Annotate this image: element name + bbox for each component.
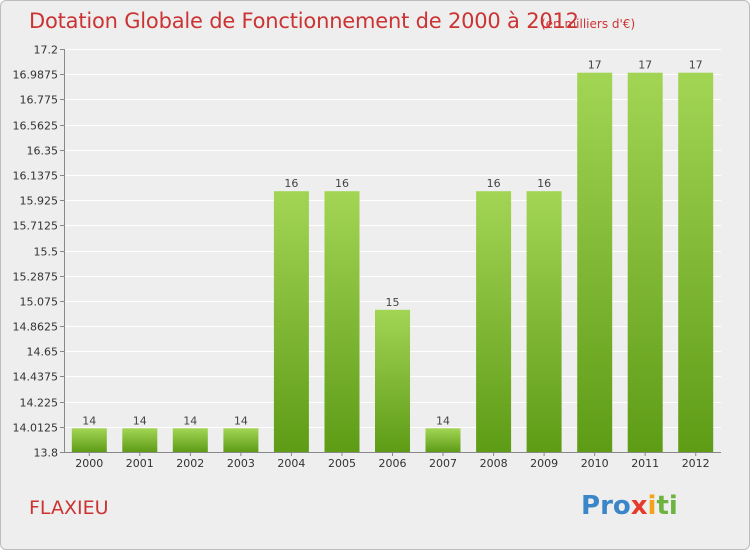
x-tick-label-2003: 2003 xyxy=(227,457,255,470)
bar-2006 xyxy=(375,309,410,452)
chart-subtitle: (en milliers d'€) xyxy=(541,17,636,31)
y-axis: 13.8 14.0125 14.225 14.4375 14.65 14.8625 15.0… xyxy=(13,44,65,460)
x-tick-label-2008: 2008 xyxy=(480,457,508,470)
y-tick-label: 16.35 xyxy=(27,145,59,158)
x-tick-label-2011: 2011 xyxy=(631,457,659,470)
y-tick-label: 15.075 xyxy=(20,296,59,309)
data-label-2011: 17 xyxy=(638,59,652,72)
y-tick-label: 14.4375 xyxy=(13,371,59,384)
data-label-2012: 17 xyxy=(689,59,703,72)
x-tick-label-2005: 2005 xyxy=(328,457,356,470)
data-label-2000: 14 xyxy=(82,414,96,427)
commune-name: FLAXIEU xyxy=(29,497,109,519)
x-tick-label-2004: 2004 xyxy=(277,457,305,470)
y-tick-label: 14.0125 xyxy=(13,422,59,435)
bar-2012 xyxy=(678,72,714,452)
data-label-2010: 17 xyxy=(588,59,602,72)
y-tick-label: 14.225 xyxy=(20,397,59,410)
data-labels: 14 14 14 14 16 16 15 14 16 16 17 17 17 xyxy=(82,59,702,428)
bar-2005 xyxy=(324,191,360,452)
y-tick-label: 13.8 xyxy=(34,447,59,460)
y-tick-label: 17.2 xyxy=(34,44,59,57)
x-tick-label-2000: 2000 xyxy=(75,457,103,470)
x-axis: 2000 2001 2002 2003 2004 2005 2006 2007 2008 2009… xyxy=(64,452,721,470)
y-tick-label: 15.5 xyxy=(34,246,59,259)
x-tick-label-2001: 2001 xyxy=(126,457,154,470)
data-label-2008: 16 xyxy=(487,177,501,190)
y-tick-label: 14.65 xyxy=(27,346,59,359)
x-tick-label-2009: 2009 xyxy=(530,457,558,470)
bar-2003 xyxy=(223,428,259,452)
bar-2011 xyxy=(627,72,663,452)
y-tick-label: 15.925 xyxy=(20,195,59,208)
y-tick-label: 16.5625 xyxy=(13,120,59,133)
bars xyxy=(71,72,714,452)
bar-2007 xyxy=(425,428,461,452)
data-label-2006: 15 xyxy=(386,296,400,309)
y-tick-label: 15.2875 xyxy=(13,271,59,284)
proxiti-logo[interactable]: Proxiti xyxy=(581,491,678,521)
data-label-2003: 14 xyxy=(234,414,248,427)
bar-2008 xyxy=(476,191,512,452)
x-tick-label-2002: 2002 xyxy=(176,457,204,470)
y-tick-label: 16.9875 xyxy=(13,69,59,82)
bar-2004 xyxy=(273,191,309,452)
data-label-2001: 14 xyxy=(133,414,147,427)
y-tick-label: 15.7125 xyxy=(13,220,59,233)
data-label-2007: 14 xyxy=(436,414,450,427)
bar-2010 xyxy=(577,72,613,452)
y-tick-label: 16.775 xyxy=(20,94,59,107)
data-label-2002: 14 xyxy=(183,414,197,427)
x-tick-label-2007: 2007 xyxy=(429,457,457,470)
data-label-2005: 16 xyxy=(335,177,349,190)
x-tick-label-2012: 2012 xyxy=(682,457,710,470)
y-tick-label: 14.8625 xyxy=(13,321,59,334)
data-label-2009: 16 xyxy=(537,177,551,190)
bar-2002 xyxy=(172,428,208,452)
x-tick-label-2010: 2010 xyxy=(581,457,609,470)
y-tick-label: 16.1375 xyxy=(13,170,59,183)
x-tick-label-2006: 2006 xyxy=(379,457,407,470)
bar-2000 xyxy=(71,428,107,452)
data-label-2004: 16 xyxy=(284,177,298,190)
chart-title: Dotation Globale de Fonctionnement de 20… xyxy=(29,9,579,33)
bar-2009 xyxy=(526,191,562,452)
bar-2001 xyxy=(122,428,158,452)
